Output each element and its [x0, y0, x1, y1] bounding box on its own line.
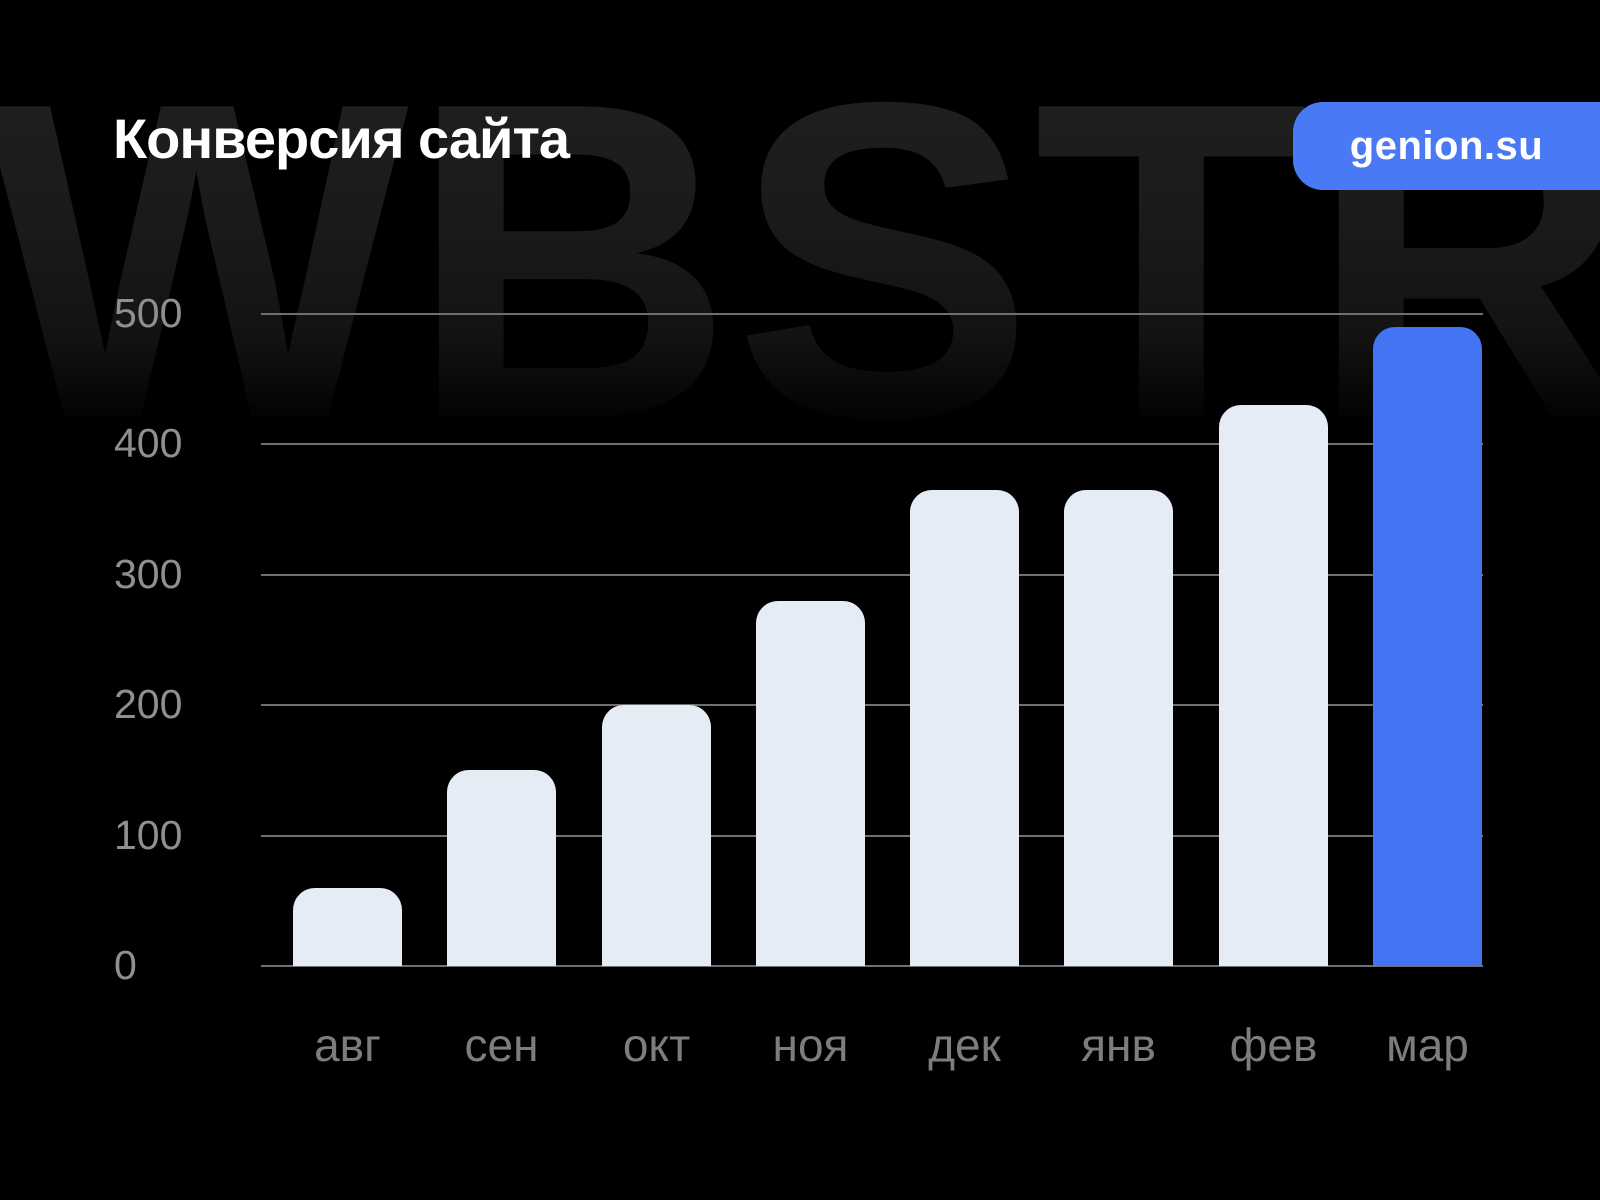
- site-badge[interactable]: genion.su: [1293, 102, 1600, 190]
- gridline: [261, 835, 1483, 837]
- bar-окт: [602, 705, 711, 966]
- y-axis-label: 200: [114, 681, 183, 727]
- bar-ноя: [756, 601, 865, 966]
- gridline: [261, 443, 1483, 445]
- gridline: [261, 574, 1483, 576]
- x-axis-label: окт: [622, 1019, 691, 1071]
- gridline: [261, 965, 1483, 967]
- y-axis-label: 100: [114, 812, 183, 858]
- bar-мар: [1373, 327, 1482, 966]
- bar-фев: [1219, 405, 1328, 966]
- y-axis-label: 400: [114, 420, 183, 466]
- x-axis-label: сен: [464, 1019, 539, 1071]
- y-axis-label: 300: [114, 551, 183, 597]
- x-axis-label: дек: [928, 1019, 1001, 1071]
- x-axis-label: фев: [1229, 1019, 1318, 1071]
- x-axis-label: мар: [1386, 1019, 1469, 1071]
- gridline: [261, 313, 1483, 315]
- gridline: [261, 704, 1483, 706]
- x-axis-label: янв: [1081, 1019, 1156, 1071]
- bar-дек: [910, 490, 1019, 966]
- x-axis-label: авг: [314, 1019, 381, 1071]
- y-axis-label: 500: [114, 290, 183, 336]
- bar-авг: [293, 888, 402, 966]
- site-badge-label: genion.su: [1349, 123, 1544, 168]
- bar-янв: [1064, 490, 1173, 966]
- x-axis-label: ноя: [772, 1019, 849, 1071]
- bar-сен: [447, 770, 556, 966]
- y-axis-label: 0: [114, 942, 137, 988]
- page-title: Конверсия сайта: [113, 107, 570, 170]
